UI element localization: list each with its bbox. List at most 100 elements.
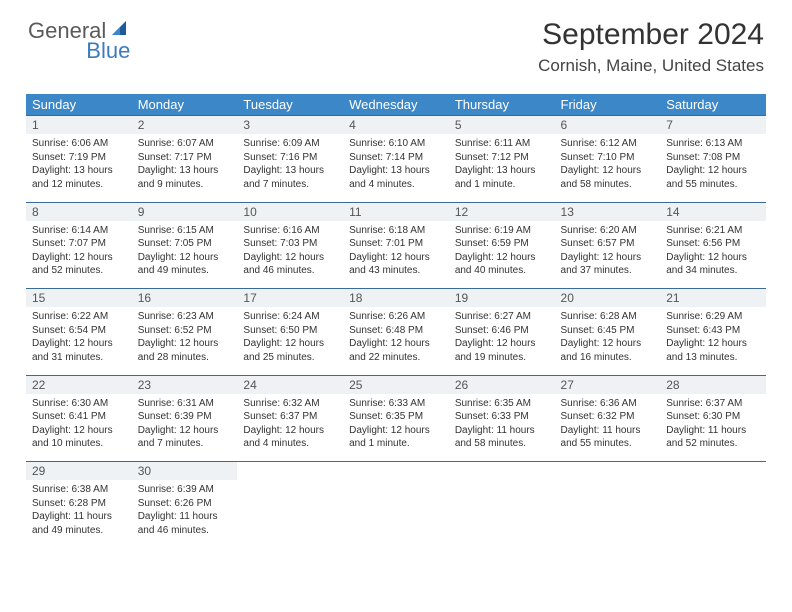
day-number-cell: 8 (26, 202, 132, 221)
sunrise-line: Sunrise: 6:16 AM (243, 224, 337, 238)
sunset-line: Sunset: 6:30 PM (666, 410, 760, 424)
day-content-cell: Sunrise: 6:11 AMSunset: 7:12 PMDaylight:… (449, 134, 555, 202)
day-content-cell (449, 480, 555, 548)
location-text: Cornish, Maine, United States (538, 56, 764, 76)
day-number-cell: 18 (343, 289, 449, 308)
month-title: September 2024 (538, 18, 764, 52)
day-number-cell: 11 (343, 202, 449, 221)
daylight-line: Daylight: 12 hours and 37 minutes. (561, 251, 655, 278)
day-number-cell: 6 (555, 116, 661, 135)
sunrise-line: Sunrise: 6:24 AM (243, 310, 337, 324)
day-content-cell: Sunrise: 6:22 AMSunset: 6:54 PMDaylight:… (26, 307, 132, 375)
daylight-line: Daylight: 12 hours and 34 minutes. (666, 251, 760, 278)
sunset-line: Sunset: 6:59 PM (455, 237, 549, 251)
sunset-line: Sunset: 6:43 PM (666, 324, 760, 338)
daylight-line: Daylight: 11 hours and 55 minutes. (561, 424, 655, 451)
sunset-line: Sunset: 7:19 PM (32, 151, 126, 165)
day-number-cell: 16 (132, 289, 238, 308)
daylight-line: Daylight: 11 hours and 58 minutes. (455, 424, 549, 451)
day-content-cell: Sunrise: 6:30 AMSunset: 6:41 PMDaylight:… (26, 394, 132, 462)
day-content-cell: Sunrise: 6:29 AMSunset: 6:43 PMDaylight:… (660, 307, 766, 375)
sunrise-line: Sunrise: 6:19 AM (455, 224, 549, 238)
day-number-cell: 21 (660, 289, 766, 308)
daynum-row: 2930 (26, 462, 766, 481)
sunset-line: Sunset: 6:52 PM (138, 324, 232, 338)
sunset-line: Sunset: 6:54 PM (32, 324, 126, 338)
weekday-header: Wednesday (343, 94, 449, 116)
sunrise-line: Sunrise: 6:23 AM (138, 310, 232, 324)
day-content-cell: Sunrise: 6:39 AMSunset: 6:26 PMDaylight:… (132, 480, 238, 548)
day-content-cell: Sunrise: 6:35 AMSunset: 6:33 PMDaylight:… (449, 394, 555, 462)
sunrise-line: Sunrise: 6:31 AM (138, 397, 232, 411)
day-content-cell: Sunrise: 6:28 AMSunset: 6:45 PMDaylight:… (555, 307, 661, 375)
sunset-line: Sunset: 6:48 PM (349, 324, 443, 338)
day-content-cell: Sunrise: 6:20 AMSunset: 6:57 PMDaylight:… (555, 221, 661, 289)
day-content-cell: Sunrise: 6:18 AMSunset: 7:01 PMDaylight:… (343, 221, 449, 289)
sunset-line: Sunset: 7:16 PM (243, 151, 337, 165)
sunset-line: Sunset: 7:17 PM (138, 151, 232, 165)
day-number-cell: 2 (132, 116, 238, 135)
sunrise-line: Sunrise: 6:14 AM (32, 224, 126, 238)
weekday-header: Tuesday (237, 94, 343, 116)
day-content-cell: Sunrise: 6:16 AMSunset: 7:03 PMDaylight:… (237, 221, 343, 289)
daylight-line: Daylight: 12 hours and 31 minutes. (32, 337, 126, 364)
daylight-line: Daylight: 11 hours and 46 minutes. (138, 510, 232, 537)
title-block: September 2024 Cornish, Maine, United St… (538, 18, 764, 76)
day-number-cell: 27 (555, 375, 661, 394)
daylight-line: Daylight: 13 hours and 12 minutes. (32, 164, 126, 191)
day-number-cell: 15 (26, 289, 132, 308)
sunrise-line: Sunrise: 6:20 AM (561, 224, 655, 238)
page-header: General Blue September 2024 Cornish, Mai… (0, 0, 792, 84)
daylight-line: Daylight: 12 hours and 7 minutes. (138, 424, 232, 451)
daynum-row: 22232425262728 (26, 375, 766, 394)
sunrise-line: Sunrise: 6:10 AM (349, 137, 443, 151)
daylight-line: Daylight: 12 hours and 52 minutes. (32, 251, 126, 278)
day-content-cell: Sunrise: 6:26 AMSunset: 6:48 PMDaylight:… (343, 307, 449, 375)
day-number-cell: 24 (237, 375, 343, 394)
sunrise-line: Sunrise: 6:27 AM (455, 310, 549, 324)
calendar-table: Sunday Monday Tuesday Wednesday Thursday… (26, 94, 766, 548)
daylight-line: Daylight: 11 hours and 49 minutes. (32, 510, 126, 537)
day-number-cell: 19 (449, 289, 555, 308)
sunset-line: Sunset: 6:26 PM (138, 497, 232, 511)
sunrise-line: Sunrise: 6:18 AM (349, 224, 443, 238)
weekday-header: Sunday (26, 94, 132, 116)
day-number-cell: 5 (449, 116, 555, 135)
daylight-line: Daylight: 12 hours and 22 minutes. (349, 337, 443, 364)
content-row: Sunrise: 6:06 AMSunset: 7:19 PMDaylight:… (26, 134, 766, 202)
daylight-line: Daylight: 12 hours and 43 minutes. (349, 251, 443, 278)
daylight-line: Daylight: 12 hours and 10 minutes. (32, 424, 126, 451)
day-content-cell: Sunrise: 6:33 AMSunset: 6:35 PMDaylight:… (343, 394, 449, 462)
day-number-cell: 29 (26, 462, 132, 481)
daylight-line: Daylight: 12 hours and 25 minutes. (243, 337, 337, 364)
sunset-line: Sunset: 6:50 PM (243, 324, 337, 338)
sunset-line: Sunset: 6:45 PM (561, 324, 655, 338)
sunset-line: Sunset: 6:57 PM (561, 237, 655, 251)
day-number-cell: 20 (555, 289, 661, 308)
day-content-cell: Sunrise: 6:15 AMSunset: 7:05 PMDaylight:… (132, 221, 238, 289)
day-number-cell: 22 (26, 375, 132, 394)
sunset-line: Sunset: 6:35 PM (349, 410, 443, 424)
day-content-cell: Sunrise: 6:07 AMSunset: 7:17 PMDaylight:… (132, 134, 238, 202)
sunrise-line: Sunrise: 6:07 AM (138, 137, 232, 151)
day-content-cell (555, 480, 661, 548)
daynum-row: 1234567 (26, 116, 766, 135)
sunrise-line: Sunrise: 6:38 AM (32, 483, 126, 497)
sunset-line: Sunset: 6:41 PM (32, 410, 126, 424)
day-number-cell (449, 462, 555, 481)
day-content-cell (237, 480, 343, 548)
day-number-cell: 28 (660, 375, 766, 394)
day-content-cell: Sunrise: 6:24 AMSunset: 6:50 PMDaylight:… (237, 307, 343, 375)
day-content-cell: Sunrise: 6:19 AMSunset: 6:59 PMDaylight:… (449, 221, 555, 289)
daynum-row: 891011121314 (26, 202, 766, 221)
sunrise-line: Sunrise: 6:21 AM (666, 224, 760, 238)
sunrise-line: Sunrise: 6:33 AM (349, 397, 443, 411)
daylight-line: Daylight: 11 hours and 52 minutes. (666, 424, 760, 451)
day-number-cell: 23 (132, 375, 238, 394)
daylight-line: Daylight: 12 hours and 4 minutes. (243, 424, 337, 451)
day-number-cell: 1 (26, 116, 132, 135)
day-number-cell: 7 (660, 116, 766, 135)
daylight-line: Daylight: 12 hours and 16 minutes. (561, 337, 655, 364)
sunset-line: Sunset: 7:10 PM (561, 151, 655, 165)
sunrise-line: Sunrise: 6:29 AM (666, 310, 760, 324)
